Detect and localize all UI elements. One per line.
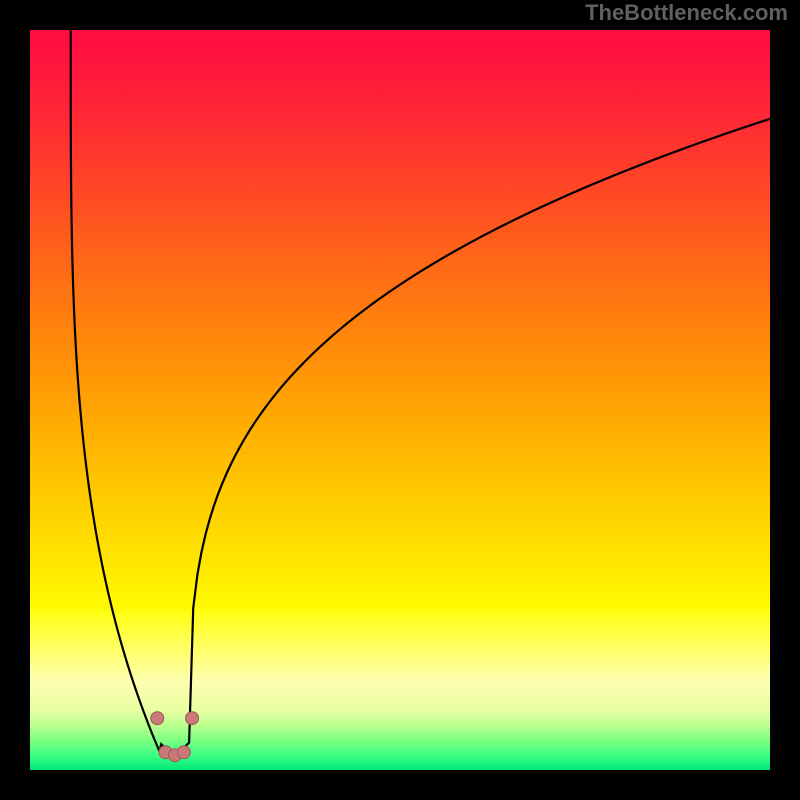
watermark-label: TheBottleneck.com	[585, 0, 788, 26]
marker-point	[186, 712, 199, 725]
marker-point	[151, 712, 164, 725]
marker-point	[177, 746, 190, 759]
bottleneck-chart	[0, 0, 800, 800]
plot-area	[30, 30, 770, 770]
chart-container: TheBottleneck.com	[0, 0, 800, 800]
